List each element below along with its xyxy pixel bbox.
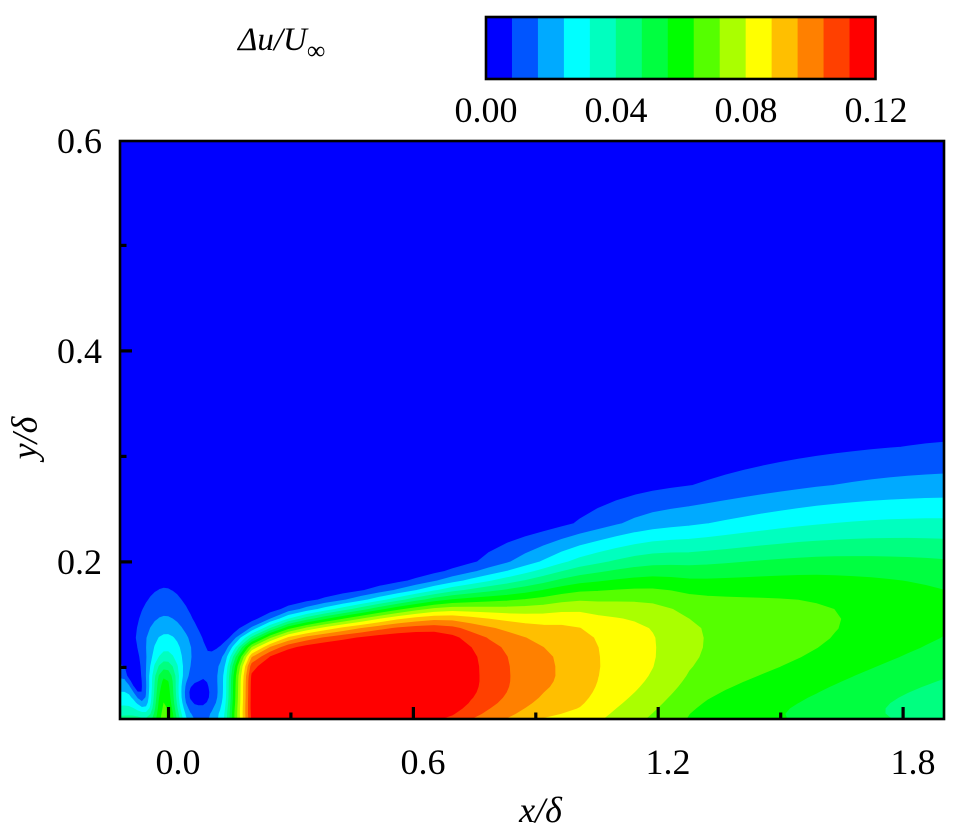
svg-text:0.04: 0.04: [585, 90, 648, 130]
svg-text:0.00: 0.00: [455, 90, 518, 130]
svg-text:0.6: 0.6: [401, 742, 446, 782]
svg-text:0.6: 0.6: [57, 121, 102, 161]
svg-text:1.2: 1.2: [646, 742, 691, 782]
svg-text:0.12: 0.12: [845, 90, 908, 130]
svg-text:0.2: 0.2: [57, 542, 102, 582]
svg-text:0.4: 0.4: [57, 331, 102, 371]
svg-text:0.0: 0.0: [156, 742, 201, 782]
svg-text:Δu/U∞: Δu/U∞: [236, 22, 325, 65]
svg-text:1.8: 1.8: [891, 742, 936, 782]
svg-text:0.08: 0.08: [715, 90, 778, 130]
svg-text:y/δ: y/δ: [5, 415, 45, 462]
svg-text:x/δ: x/δ: [518, 790, 563, 830]
